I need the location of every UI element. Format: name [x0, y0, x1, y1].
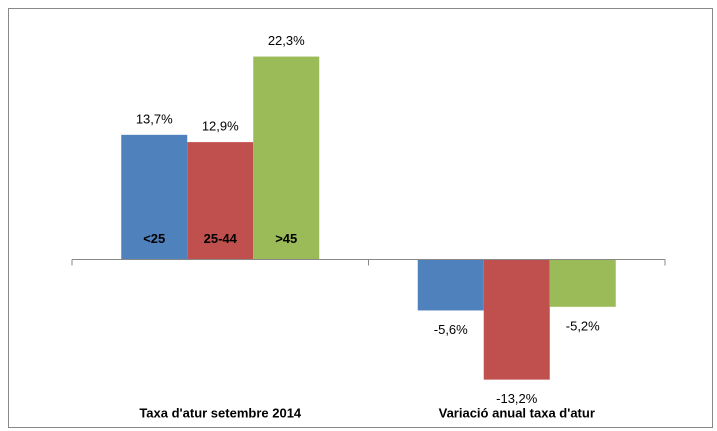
x-tick-label: Variació anual taxa d'atur: [439, 405, 595, 420]
bar: [187, 142, 254, 260]
chart-frame: [8, 8, 713, 428]
bar: [549, 259, 616, 307]
value-label: -13,2%: [496, 391, 538, 406]
bar: [417, 259, 484, 311]
value-label: 22,3%: [268, 33, 305, 48]
value-label: 13,7%: [136, 111, 173, 126]
value-label: -5,2%: [566, 318, 600, 333]
x-tick-label: Taxa d'atur setembre 2014: [139, 405, 302, 420]
series-label: <25: [143, 231, 165, 246]
series-label: 25-44: [204, 231, 238, 246]
value-label: 12,9%: [202, 119, 239, 134]
bar: [483, 259, 550, 380]
series-label: >45: [275, 231, 297, 246]
value-label: -5,6%: [434, 322, 468, 337]
bar: [253, 56, 320, 260]
bar: [121, 134, 188, 260]
